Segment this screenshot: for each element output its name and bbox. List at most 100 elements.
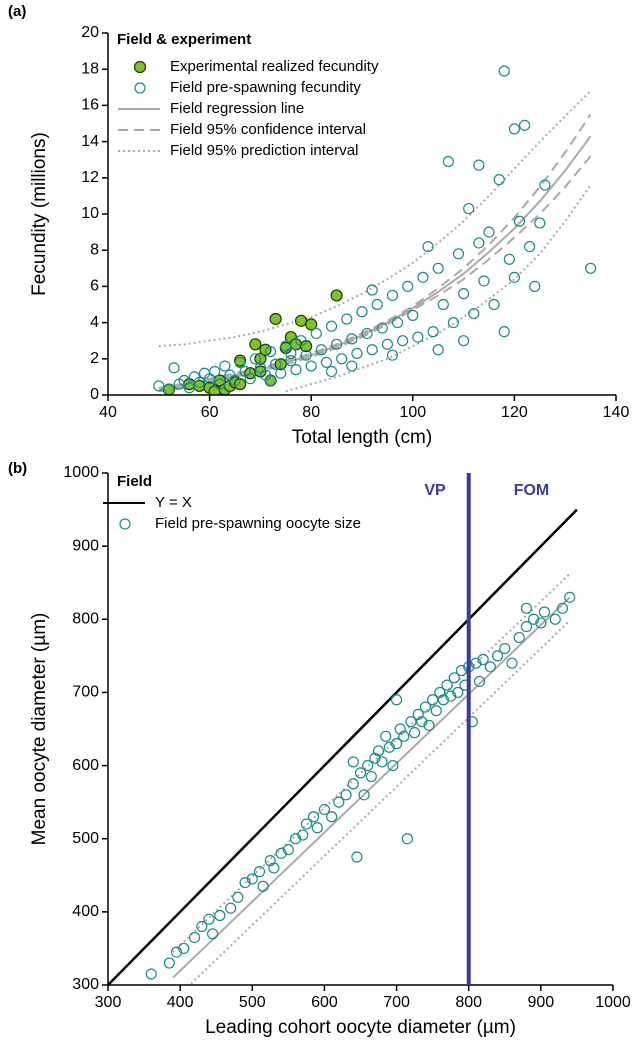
data-point (246, 873, 258, 885)
legend-marker (134, 82, 146, 94)
x-tick-label: 40 (99, 404, 117, 421)
data-point (289, 833, 302, 845)
y-axis-title: Fecundity (millions) (29, 132, 50, 296)
data-point (390, 738, 403, 750)
data-point (326, 811, 338, 823)
data-point (458, 288, 470, 300)
data-point (477, 653, 489, 666)
data-point (365, 770, 377, 783)
reference-label: FOM (514, 482, 550, 499)
data-point (498, 326, 510, 338)
y-tick-label: 1000 (63, 464, 99, 481)
data-point (295, 335, 307, 347)
data-point (183, 382, 195, 394)
data-point (253, 866, 266, 878)
data-point (498, 65, 510, 77)
data-point (300, 818, 312, 830)
data-point (193, 376, 206, 388)
data-point (394, 723, 406, 735)
data-point (170, 946, 183, 958)
data-point (401, 833, 413, 845)
reference-label: VP (424, 482, 446, 499)
data-point (447, 317, 460, 329)
legend-title: Field & experiment (117, 31, 251, 48)
data-point (264, 855, 276, 867)
data-point (405, 716, 417, 728)
legend-label: Field pre-spawning oocyte size (155, 515, 361, 532)
legend-label: Field regression line (170, 100, 304, 117)
data-point (513, 215, 526, 227)
data-point (325, 320, 338, 332)
x-tick-label: 500 (239, 994, 266, 1011)
data-point (341, 313, 353, 325)
data-point (518, 119, 531, 131)
data-point (427, 326, 439, 338)
y-tick-label: 600 (72, 757, 99, 774)
y-tick-label: 4 (90, 314, 99, 331)
y-tick-label: 700 (72, 684, 99, 701)
data-point (305, 360, 317, 372)
x-tick-label: 700 (383, 994, 410, 1011)
data-point (473, 159, 485, 171)
x-tick-label: 120 (501, 404, 528, 421)
y-tick-label: 2 (90, 350, 99, 367)
data-point (358, 789, 370, 801)
data-point (491, 650, 504, 662)
data-point (391, 317, 404, 329)
data-point (153, 380, 165, 392)
y-axis-title: Mean oocyte diameter (µm) (29, 613, 50, 846)
data-point (423, 719, 435, 731)
data-point (434, 686, 446, 699)
data-point (249, 338, 262, 351)
plot-area (153, 65, 597, 395)
y-tick-label: 400 (72, 903, 99, 920)
data-point (372, 745, 385, 757)
data-point (239, 876, 251, 889)
data-point (356, 306, 368, 318)
data-point (584, 262, 597, 274)
data-point (442, 155, 454, 168)
x-axis-title: Leading cohort oocyte diameter (µm) (205, 1017, 516, 1038)
data-point (282, 844, 294, 856)
data-point (290, 364, 302, 376)
data-point (203, 913, 215, 925)
data-point (300, 349, 312, 361)
data-point (380, 730, 392, 742)
data-point (488, 298, 500, 311)
data-point (351, 347, 363, 359)
series-line (158, 135, 592, 391)
y-tick-label: 14 (81, 133, 99, 150)
data-point (275, 847, 287, 859)
data-point (427, 694, 439, 706)
data-point (520, 602, 533, 614)
panel-label: (a) (8, 3, 26, 20)
data-point (539, 179, 551, 191)
data-point (318, 803, 331, 816)
data-point (244, 373, 256, 385)
data-point (484, 661, 496, 673)
data-point (470, 657, 482, 669)
data-point (387, 759, 399, 772)
data-point (381, 338, 393, 350)
data-point (538, 606, 551, 618)
x-axis-title: Total length (cm) (292, 427, 432, 448)
data-point (219, 360, 231, 372)
series-line (172, 596, 571, 979)
data-point (535, 617, 547, 629)
legend-label: Y = X (155, 494, 192, 511)
data-point (346, 333, 358, 345)
data-point (468, 307, 480, 320)
x-tick-label: 400 (167, 994, 194, 1011)
data-point (163, 957, 175, 969)
legend-label: Experimental realized fecundity (170, 58, 379, 75)
data-point (412, 708, 424, 720)
data-point (188, 931, 201, 944)
data-point (340, 789, 352, 801)
data-point (386, 289, 399, 302)
data-point (448, 672, 460, 684)
data-point (534, 217, 546, 229)
data-point (233, 354, 247, 367)
y-tick-label: 900 (72, 537, 99, 554)
data-point (503, 253, 515, 265)
y-tick-label: 18 (81, 60, 99, 77)
